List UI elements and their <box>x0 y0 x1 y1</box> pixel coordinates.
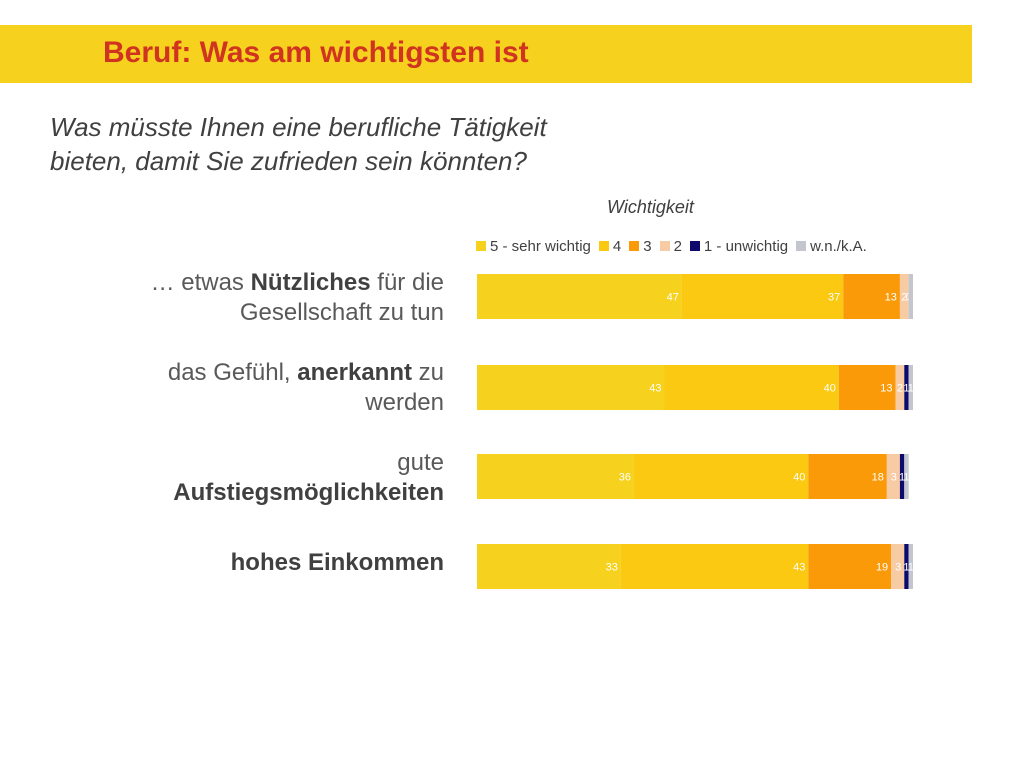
data-label-3-1: 43 <box>793 562 805 574</box>
data-label-2-0: 36 <box>619 472 631 484</box>
data-label-1-4: 1 <box>903 383 909 395</box>
bar-segment-2-1 <box>633 454 809 499</box>
data-label-1-3: 2 <box>897 383 903 395</box>
bar-segment-3-4 <box>904 544 909 589</box>
legend-swatch <box>659 241 670 251</box>
category-label-2: gute Aufstiegsmöglichkeiten <box>173 449 444 506</box>
legend-swatch <box>476 241 486 251</box>
data-label-3-4: 1 <box>903 562 909 574</box>
question-line-1: Was müsste Ihnen eine berufliche Tätigke… <box>50 112 547 142</box>
legend-label: 3 <box>643 237 652 255</box>
legend-label: 4 <box>612 237 622 255</box>
bar-segment-2-5 <box>904 454 909 499</box>
data-label-2-5: 1 <box>903 472 909 484</box>
bar-segment-0-1 <box>681 274 844 319</box>
legend-item-4: 1 - unwichtig <box>689 237 789 255</box>
bar-segment-1-0 <box>477 365 665 410</box>
chart-title: Wichtigkeit <box>607 197 694 217</box>
legend-item-3: 2 <box>659 237 682 255</box>
legend-label: 5 - sehr wichtig <box>490 237 591 255</box>
title-banner <box>0 25 972 83</box>
data-label-0-0: 47 <box>667 292 679 304</box>
data-label-0-1: 37 <box>828 292 840 304</box>
data-label-2-3: 3 <box>891 472 897 484</box>
data-label-1-1: 40 <box>824 383 836 395</box>
bar-segment-2-2 <box>808 454 887 499</box>
bar-segment-1-1 <box>664 365 839 410</box>
legend-item-2: 3 <box>629 237 652 255</box>
data-label-0-2: 13 <box>885 292 897 304</box>
bar-segment-1-2 <box>838 365 896 410</box>
legend-item-1: 4 <box>598 237 622 255</box>
category-label-3: hohes Einkommen <box>230 549 444 576</box>
category-label-0: … etwas Nützliches für die Gesellschaft z… <box>150 269 444 326</box>
bar-segment-2-0 <box>477 454 634 499</box>
bar-segment-0-5 <box>908 274 913 319</box>
data-label-3-0: 33 <box>606 562 618 574</box>
bar-segment-1-4 <box>904 365 909 410</box>
bar-segment-3-1 <box>620 544 809 589</box>
data-label-1-2: 13 <box>880 383 892 395</box>
question-line-2: bieten, damit Sie zufrieden sein könnten… <box>50 146 527 176</box>
bar-segment-3-5 <box>908 544 913 589</box>
category-label-1: das Gefühl, anerkannt zu werden <box>167 359 444 416</box>
chart-legend: 5 - sehr wichtig 4 3 2 1 - unwichtig w.n./k.A… <box>476 235 875 257</box>
data-label-1-5: 1 <box>908 383 914 395</box>
data-label-3-3: 3 <box>895 562 901 574</box>
data-label-2-4: 1 <box>899 472 905 484</box>
bar-segment-0-3 <box>899 274 909 319</box>
bar-segment-2-3 <box>886 454 900 499</box>
data-label-3-5: 1 <box>908 562 914 574</box>
bar-segment-0-0 <box>477 274 682 319</box>
legend-label: w.n./k.A. <box>810 237 867 255</box>
legend-label: 2 <box>673 237 682 255</box>
legend-swatch <box>598 241 609 251</box>
data-label-1-0: 43 <box>649 383 661 395</box>
data-label-3-2: 19 <box>876 562 888 574</box>
legend-label: 1 - unwichtig <box>703 237 789 255</box>
bar-segment-3-2 <box>808 544 892 589</box>
bar-segment-0-2 <box>843 274 900 319</box>
bar-segment-3-0 <box>477 544 621 589</box>
bar-segment-3-3 <box>891 544 905 589</box>
legend-swatch <box>796 241 807 251</box>
data-label-2-1: 40 <box>793 472 805 484</box>
bar-segment-1-3 <box>895 365 905 410</box>
legend-swatch <box>629 241 640 251</box>
page-title: Beruf: Was am wichtigsten ist <box>103 36 529 69</box>
survey-question: Was müsste Ihnen eine berufliche Tätigke… <box>50 110 547 178</box>
bar-segment-1-5 <box>908 365 913 410</box>
legend-item-5: w.n./k.A. <box>796 238 867 255</box>
data-label-2-2: 18 <box>872 472 884 484</box>
bar-segment-2-4 <box>899 454 905 499</box>
legend-item-0: 5 - sehr wichtig <box>476 238 591 255</box>
legend-swatch <box>689 241 700 251</box>
data-label-0-3: 2 <box>901 292 907 304</box>
